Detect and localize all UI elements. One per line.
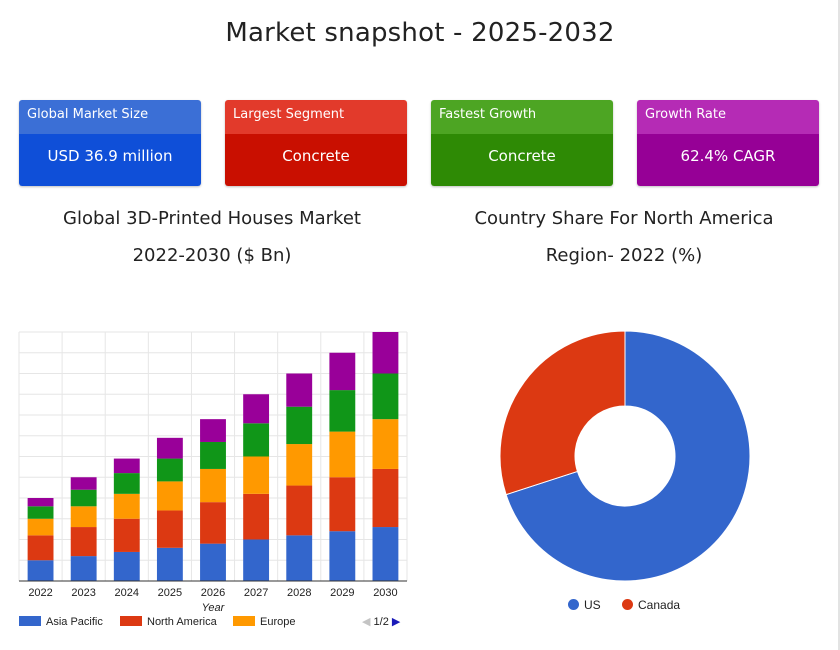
legend-page-indicator: 1/2 — [373, 616, 389, 628]
bar-segment[interactable] — [27, 518, 54, 536]
bar-segment[interactable] — [329, 477, 356, 532]
bar-segment[interactable] — [329, 352, 356, 391]
bar-segment[interactable] — [156, 547, 183, 581]
bar-segment[interactable] — [113, 551, 140, 581]
donut-slice-canada[interactable] — [499, 330, 626, 496]
card-label: Largest Segment — [225, 100, 407, 134]
bar-segment[interactable] — [329, 531, 356, 581]
bar-segment[interactable] — [286, 485, 313, 536]
x-tick-label: 2024 — [115, 587, 139, 599]
x-tick-label: 2028 — [287, 587, 311, 599]
bar-segment[interactable] — [27, 560, 54, 581]
x-tick-label: 2030 — [373, 587, 397, 599]
card-value: Concrete — [225, 134, 407, 186]
legend-label: US — [584, 598, 601, 612]
legend-swatch — [19, 616, 41, 626]
bar-segment[interactable] — [372, 332, 399, 374]
growth-rate-card: Growth Rate 62.4% CAGR — [637, 100, 819, 186]
bar-chart-title-line1: Global 3D-Printed Houses Market — [63, 208, 361, 229]
bar-segment[interactable] — [70, 489, 97, 507]
card-value: USD 36.9 million — [19, 134, 201, 186]
legend-item-europe[interactable]: Europe — [233, 614, 295, 630]
legend-pager: ◀ 1/2 ▶ — [362, 614, 400, 630]
bar-segment[interactable] — [286, 373, 313, 407]
bar-segment[interactable] — [243, 456, 270, 494]
bar-segment[interactable] — [156, 510, 183, 548]
bar-segment[interactable] — [200, 543, 226, 581]
bar-segment[interactable] — [243, 493, 270, 540]
largest-segment-card: Largest Segment Concrete — [225, 100, 407, 186]
bar-segment[interactable] — [200, 441, 226, 469]
bar-segment[interactable] — [27, 535, 54, 561]
bar-segment[interactable] — [27, 506, 54, 519]
bar-segment[interactable] — [243, 539, 270, 582]
card-label: Fastest Growth — [431, 100, 613, 134]
legend-item-north-america[interactable]: North America — [120, 614, 217, 630]
bar-segment[interactable] — [200, 419, 226, 442]
bar-segment[interactable] — [286, 444, 313, 486]
bar-segment[interactable] — [70, 477, 97, 490]
legend-label: Canada — [638, 598, 681, 612]
pie-chart-title-line2: Region- 2022 (%) — [545, 245, 703, 266]
legend-label: Asia Pacific — [46, 616, 103, 628]
pie-chart-title: Country Share For North America Region- … — [424, 200, 824, 274]
bar-chart-title-line2: 2022-2030 ($ Bn) — [132, 245, 292, 266]
bar-segment[interactable] — [70, 506, 97, 528]
bar-segment[interactable] — [372, 373, 399, 420]
bar-segment[interactable] — [113, 458, 140, 474]
bar-segment[interactable] — [156, 458, 183, 482]
x-tick-label: 2029 — [330, 587, 354, 599]
bar-segment[interactable] — [200, 468, 226, 503]
legend-swatch — [233, 616, 255, 626]
bar-segment[interactable] — [113, 518, 140, 552]
x-tick-label: 2027 — [244, 587, 268, 599]
x-axis-title: Year — [202, 602, 226, 614]
donut-chart — [499, 330, 751, 582]
global-market-size-card: Global Market Size USD 36.9 million — [19, 100, 201, 186]
bar-segment[interactable] — [200, 502, 226, 544]
bar-segment[interactable] — [286, 406, 313, 445]
bar-segment[interactable] — [372, 468, 399, 528]
bar-segment[interactable] — [70, 527, 97, 557]
legend-item-asia-pacific[interactable]: Asia Pacific — [19, 614, 103, 630]
bar-segment[interactable] — [156, 437, 183, 459]
bar-segment[interactable] — [372, 527, 399, 581]
legend-dot-canada — [622, 599, 633, 610]
page-edge-line — [838, 0, 840, 650]
bar-segment[interactable] — [243, 423, 270, 457]
pie-legend-canada[interactable]: Canada — [622, 598, 680, 614]
card-value: Concrete — [431, 134, 613, 186]
legend-swatch — [120, 616, 142, 626]
bar-segment[interactable] — [286, 535, 313, 581]
card-value: 62.4% CAGR — [637, 134, 819, 186]
bar-chart-title: Global 3D-Printed Houses Market 2022-203… — [12, 200, 412, 274]
pie-chart-title-line1: Country Share For North America — [474, 208, 774, 229]
donut-slice-us[interactable] — [505, 330, 751, 582]
x-tick-label: 2023 — [71, 587, 95, 599]
legend-next-arrow-icon[interactable]: ▶ — [391, 616, 401, 628]
card-label: Global Market Size — [19, 100, 201, 134]
page-title: Market snapshot - 2025-2032 — [225, 18, 615, 48]
pie-legend-us[interactable]: US — [568, 598, 601, 614]
legend-dot-us — [568, 599, 579, 610]
bar-segment[interactable] — [372, 419, 399, 469]
legend-label: Europe — [260, 616, 296, 628]
bar-segment[interactable] — [243, 394, 270, 424]
stacked-bar-chart: 2022 2023 2024 2025 2026 2027 2028 2029 2030 Year — [18, 331, 408, 614]
bar-segment[interactable] — [113, 473, 140, 494]
bar-segment[interactable] — [70, 556, 97, 581]
bar-segment[interactable] — [27, 498, 54, 507]
legend-label: North America — [147, 616, 217, 628]
bar-segment[interactable] — [329, 390, 356, 432]
x-tick-label: 2022 — [28, 587, 52, 599]
bar-segment[interactable] — [156, 481, 183, 511]
bar-segment[interactable] — [113, 493, 140, 519]
card-label: Growth Rate — [637, 100, 819, 134]
fastest-growth-card: Fastest Growth Concrete — [431, 100, 613, 186]
legend-prev-arrow-icon[interactable]: ◀ — [362, 616, 371, 628]
x-tick-label: 2025 — [158, 587, 182, 599]
x-tick-label: 2026 — [201, 587, 225, 599]
bar-segment[interactable] — [329, 431, 356, 478]
